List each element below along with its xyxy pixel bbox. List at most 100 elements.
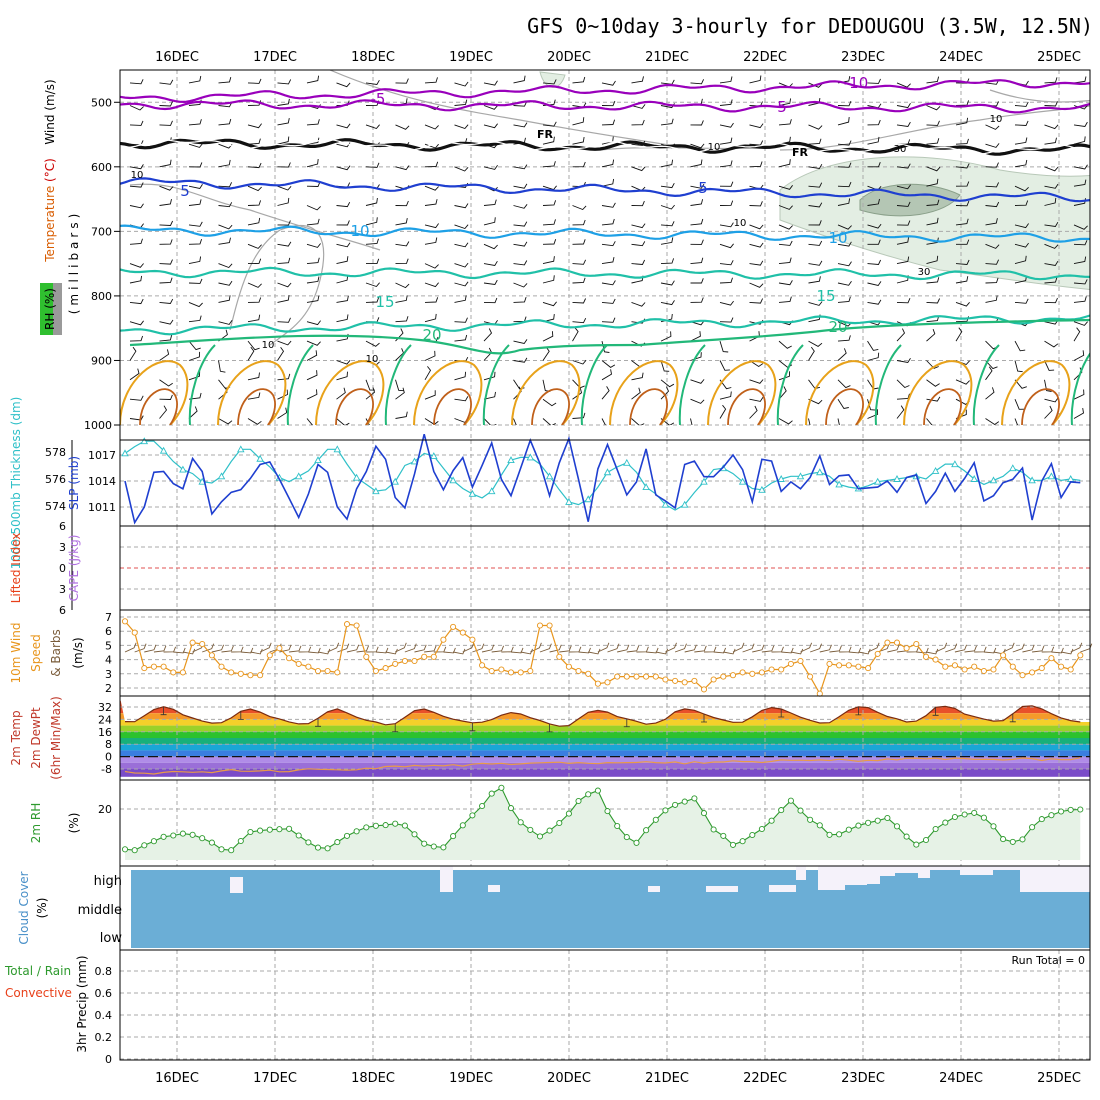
wind-barb [808,276,821,284]
thickness-point [796,472,805,480]
surface-isotherm-arch [315,360,385,425]
wind-barb [926,178,939,187]
wind-barb [778,98,792,106]
wind-barb [542,161,556,168]
wind10m-tick-label: 2 [105,682,112,695]
wind-barb [306,75,320,84]
wind-barb [129,275,143,284]
thickness-point [314,456,322,464]
wind-barb [867,409,879,419]
contour-labels: -10 -5 5 FR FR 5 5 10 10 15 15 20 20 10 10 10 10 10 10 30 30 [131,74,1003,365]
wind-barb [778,296,792,303]
wind-barb [218,320,233,325]
wind-barb [395,258,409,265]
slp-thickness-panel: 578 576 574 1017 1014 1011 1000-500mb Thickne… [9,397,1091,569]
wind-barb [749,140,764,146]
wind10m-point [865,665,872,672]
day-label-top: 22DEC [743,50,787,65]
wind-barb [690,297,704,303]
wind-barb [542,331,554,342]
rh2m-panel: 20 2m RH (%) [29,779,1091,867]
wind10m-point [1038,665,1045,672]
rh2m-point [421,840,428,847]
wind-barb [955,138,969,145]
wind10m-barb [1022,644,1035,653]
temp-minmax-marker [392,723,399,733]
wind10m-point [922,653,930,660]
cloud-gap [895,866,918,873]
wind10m-point [527,667,534,675]
temp-minmax-marker [932,707,939,716]
wind-barb [631,241,646,247]
profile-panel: -10 -5 5 FR FR 5 5 10 10 15 15 20 20 10 10 10 10 10 10 30 30… [40,69,1091,441]
wind10m-point [208,652,215,659]
rh-contour-label: 10 [366,354,379,365]
wind10m-point [401,657,408,665]
contour-label: 5 [698,179,708,197]
isotherm-line [120,99,1090,114]
wind-barb [483,165,498,170]
wind-barb [660,300,675,306]
wind-barb [572,137,585,145]
rh2m-point [942,819,949,826]
wind-barb [424,161,439,168]
wind-barb [601,100,616,107]
wind-barb [454,203,469,209]
wind-barb [896,358,911,363]
wind-barb [690,331,701,342]
thickness-point [217,472,226,480]
wind-barb [336,201,351,208]
cloud-gap [706,886,738,892]
wind10m-barb [916,647,929,654]
rh2m-point [778,807,785,814]
wind-barb [454,99,468,106]
wind-barb [159,394,173,400]
wind10m-point [662,676,669,683]
wind-barb [690,159,703,168]
rh2m-point [305,839,312,846]
thickness-point [1047,472,1056,480]
wind-barb [395,78,409,84]
thickness-point [372,487,380,495]
wind-barb [985,295,998,303]
wind10m-barb [655,648,669,655]
temperature-band [120,725,1090,732]
wind-barb [985,360,998,370]
temp2m-tick-label: 0 [105,751,112,764]
thickness-point [873,477,882,485]
wind10m-barb [674,643,687,653]
wind-barb [424,282,439,288]
wind-barb [808,138,822,145]
wind-barb [424,350,436,361]
rh2m-series [121,784,1084,860]
wind-barb [1044,197,1057,206]
wind10m-barb [646,647,659,654]
isotherm-line-20 [129,318,1090,355]
wind-barb [188,392,202,400]
rh2m-point [546,827,553,834]
wind-barb [749,201,763,207]
day-label-bottom: 25DEC [1037,1071,1081,1086]
rh2m-point [729,841,737,848]
contour-label: 10 [350,222,369,240]
rh2m-point [286,825,293,832]
wind-barb [159,239,173,245]
rh2m-point [585,791,592,798]
wind10m-point [295,660,302,667]
wind-barb [395,295,408,303]
wind10m-point [720,673,727,680]
wind-barb [601,298,616,304]
wind-barb [454,81,469,87]
rh2m-point [266,826,273,833]
rh2m-point [517,819,524,826]
wind-barb [365,387,376,400]
wind10m-point [507,669,515,676]
thickness-point [951,460,959,468]
wind-barb [837,280,852,286]
wind-barb [719,277,733,284]
wind-barb [424,313,437,323]
wind-barb [926,315,940,323]
precip-tick-label: 0.2 [95,1031,113,1044]
wind10m-point [488,667,495,675]
wind-barb [277,282,292,288]
